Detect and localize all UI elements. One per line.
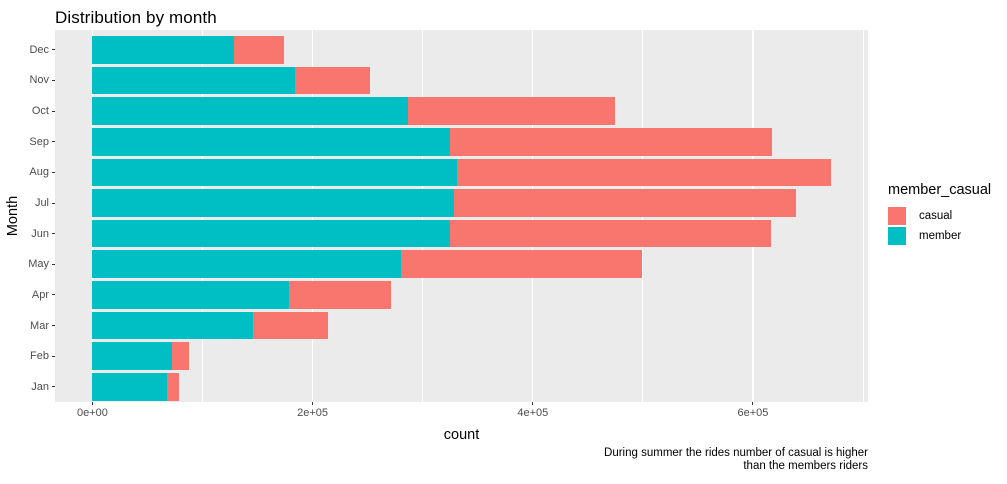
chart-title: Distribution by month bbox=[55, 8, 217, 27]
bar-casual-feb bbox=[171, 342, 190, 370]
y-axis-tick bbox=[52, 263, 55, 265]
gridline-minor bbox=[862, 30, 864, 402]
caption-line-1: During summer the rides number of casual… bbox=[604, 447, 868, 459]
bar-casual-jun bbox=[450, 219, 771, 248]
bar-member-feb bbox=[92, 342, 172, 370]
bar-casual-jan bbox=[167, 373, 180, 401]
legend-title: member_casual bbox=[888, 182, 992, 198]
y-axis-tick bbox=[52, 233, 55, 235]
y-tick-label-nov: Nov bbox=[29, 74, 49, 87]
bar-casual-may bbox=[400, 250, 642, 279]
x-axis-tick bbox=[752, 402, 754, 405]
bar-member-dec bbox=[92, 36, 235, 64]
legend-label-casual: casual bbox=[919, 210, 953, 222]
x-tick-label-4e+05: 4e+05 bbox=[517, 407, 549, 419]
x-tick-label-6e+05: 6e+05 bbox=[737, 407, 769, 419]
y-tick-label-jul: Jul bbox=[34, 197, 49, 209]
bar-member-aug bbox=[92, 158, 457, 187]
y-axis-tick bbox=[52, 110, 55, 112]
bar-casual-dec bbox=[234, 36, 284, 64]
y-axis-tick bbox=[52, 141, 55, 143]
legend-item-casual: casual bbox=[888, 207, 991, 225]
y-axis-tick bbox=[52, 202, 55, 204]
y-tick-label-aug: Aug bbox=[29, 166, 49, 179]
x-axis-tick bbox=[312, 402, 314, 405]
legend-items: casual member bbox=[888, 207, 991, 245]
bar-casual-jul bbox=[453, 189, 796, 217]
y-tick-label-oct: Oct bbox=[31, 105, 49, 118]
y-tick-label-feb: Feb bbox=[30, 350, 49, 363]
gridline-major bbox=[91, 30, 94, 402]
caption-line-2: than the members riders bbox=[743, 460, 868, 472]
y-axis-tick bbox=[52, 325, 55, 327]
legend-key-member bbox=[888, 227, 906, 245]
x-tick-label-0e+00: 0e+00 bbox=[76, 407, 108, 419]
legend-label-member: member bbox=[919, 230, 962, 242]
x-tick-label-2e+05: 2e+05 bbox=[297, 407, 329, 419]
bar-casual-nov bbox=[294, 66, 370, 95]
bar-member-jan bbox=[92, 373, 168, 401]
y-tick-label-dec: Dec bbox=[29, 43, 49, 56]
x-axis-tick bbox=[91, 402, 93, 405]
y-axis-title: Month bbox=[5, 195, 21, 237]
bar-member-jul bbox=[92, 189, 454, 217]
y-tick-label-sep: Sep bbox=[29, 135, 49, 148]
bar-casual-aug bbox=[456, 158, 832, 187]
y-axis-tick bbox=[52, 386, 55, 388]
y-axis-tick bbox=[52, 294, 55, 296]
x-axis-tick bbox=[532, 402, 534, 405]
bar-casual-apr bbox=[289, 281, 391, 309]
y-tick-label-may: May bbox=[28, 258, 49, 271]
bar-member-apr bbox=[92, 281, 290, 309]
caption: During summer the rides number of casual… bbox=[604, 447, 868, 473]
legend: member_casual casual member bbox=[888, 182, 991, 247]
bar-member-may bbox=[92, 250, 401, 279]
y-tick-label-mar: Mar bbox=[30, 319, 49, 332]
bar-casual-mar bbox=[253, 311, 329, 340]
y-axis-tick bbox=[52, 49, 55, 51]
y-axis-tick bbox=[52, 171, 55, 173]
bar-member-jun bbox=[92, 219, 451, 248]
y-axis-tick bbox=[52, 355, 55, 357]
x-axis-title: count bbox=[443, 427, 480, 443]
legend-key-casual bbox=[888, 207, 906, 225]
bar-member-nov bbox=[92, 66, 295, 95]
bar-casual-sep bbox=[450, 127, 772, 156]
y-axis-tick bbox=[52, 79, 55, 81]
bar-member-mar bbox=[92, 311, 254, 340]
plot-panel bbox=[55, 30, 868, 402]
y-tick-label-apr: Apr bbox=[31, 288, 49, 301]
legend-item-member: member bbox=[888, 227, 991, 245]
y-tick-label-jan: Jan bbox=[31, 380, 49, 393]
y-tick-label-jun: Jun bbox=[31, 227, 49, 240]
bar-member-sep bbox=[92, 127, 451, 156]
bar-member-oct bbox=[92, 97, 409, 125]
bar-casual-oct bbox=[408, 97, 616, 125]
